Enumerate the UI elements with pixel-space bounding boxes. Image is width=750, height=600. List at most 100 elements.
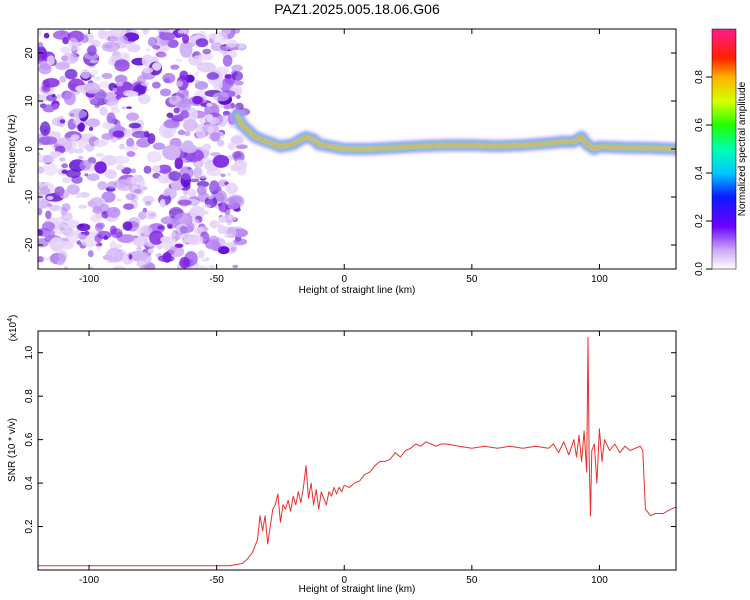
noise-speck bbox=[38, 136, 58, 145]
noise-speck bbox=[58, 250, 68, 261]
noise-speck bbox=[110, 107, 121, 114]
noise-speck bbox=[38, 229, 44, 237]
noise-speck bbox=[232, 264, 239, 269]
noise-speck bbox=[65, 229, 79, 244]
noise-speck bbox=[61, 211, 73, 221]
noise-speck bbox=[133, 235, 139, 239]
noise-speck bbox=[182, 45, 193, 52]
noise-speck bbox=[239, 43, 245, 49]
snr-series-line bbox=[38, 337, 676, 567]
noise-speck bbox=[38, 207, 43, 216]
noise-speck bbox=[166, 112, 174, 119]
noise-speck bbox=[59, 119, 66, 124]
noise-speck bbox=[94, 161, 107, 174]
noise-speck bbox=[201, 258, 208, 262]
noise-speck bbox=[62, 177, 71, 184]
y-tick-label: 0.2 bbox=[24, 519, 35, 533]
noise-speck bbox=[163, 119, 180, 129]
noise-speck bbox=[157, 244, 163, 250]
noise-speck bbox=[64, 68, 78, 80]
noise-speck bbox=[123, 203, 134, 210]
noise-speck bbox=[192, 95, 203, 105]
noise-speck bbox=[177, 199, 192, 206]
snr-panel: -100 -50 0 50 100 0.2 0.4 0.6 0.8 1.0 Height of … bbox=[7, 315, 677, 595]
colorbar-ticks: 0.0 0.2 0.4 0.6 0.8 bbox=[694, 70, 712, 276]
y-tick-label: 0.8 bbox=[24, 389, 35, 403]
noise-speck bbox=[101, 41, 120, 52]
noise-speck bbox=[42, 162, 58, 176]
noise-speck bbox=[51, 151, 62, 157]
noise-speck bbox=[159, 53, 168, 58]
noise-speck bbox=[41, 221, 56, 232]
noise-speck bbox=[152, 165, 161, 173]
noise-speck bbox=[137, 75, 147, 84]
noise-speck bbox=[59, 46, 71, 54]
noise-speck bbox=[75, 192, 82, 199]
noise-speck bbox=[59, 75, 67, 83]
noise-speck bbox=[232, 228, 249, 238]
noise-speck bbox=[38, 42, 44, 48]
signal-ridge bbox=[230, 108, 676, 156]
noise-speck bbox=[176, 99, 192, 113]
noise-speck bbox=[232, 29, 241, 34]
noise-speck bbox=[116, 179, 133, 192]
noise-speck bbox=[142, 67, 154, 74]
noise-speck bbox=[76, 223, 91, 232]
noise-speck bbox=[219, 45, 229, 55]
noise-speck bbox=[200, 102, 208, 108]
noise-speck bbox=[94, 234, 103, 243]
noise-speck bbox=[142, 207, 148, 213]
noise-speck bbox=[43, 32, 50, 39]
colorbar-tick-label: 0.4 bbox=[694, 166, 705, 180]
noise-speck bbox=[159, 88, 172, 97]
noise-speck bbox=[87, 250, 94, 258]
noise-speck bbox=[168, 245, 185, 258]
noise-speck bbox=[99, 80, 111, 89]
noise-speck bbox=[227, 201, 240, 210]
noise-speck bbox=[112, 87, 118, 93]
colorbar-tick-label: 0.8 bbox=[694, 70, 705, 84]
noise-speck bbox=[118, 143, 125, 150]
colorbar-tick-label: 0.0 bbox=[694, 262, 705, 276]
noise-speck bbox=[46, 55, 55, 66]
noise-speck bbox=[126, 112, 140, 122]
noise-speck bbox=[174, 157, 183, 170]
x-tick-label: -100 bbox=[79, 575, 99, 586]
noise-speck bbox=[52, 30, 71, 40]
noise-speck bbox=[110, 228, 123, 239]
y-tick-label: -10 bbox=[24, 189, 35, 204]
noise-speck bbox=[147, 133, 156, 144]
noise-speck bbox=[205, 239, 220, 250]
noise-speck bbox=[51, 103, 59, 110]
noise-speck bbox=[224, 74, 232, 80]
x-tick-label: 50 bbox=[466, 575, 478, 586]
noise-speck bbox=[196, 180, 210, 188]
noise-speck bbox=[125, 90, 139, 97]
noise-speck bbox=[84, 173, 89, 177]
noise-speck bbox=[202, 143, 212, 151]
noise-speck bbox=[38, 181, 42, 189]
noise-speck bbox=[182, 89, 189, 97]
noise-speck bbox=[110, 155, 130, 165]
noise-speck bbox=[130, 168, 136, 174]
noise-speck bbox=[208, 264, 216, 269]
noise-speck bbox=[83, 230, 90, 236]
noise-speck bbox=[149, 230, 164, 245]
noise-speck bbox=[63, 91, 76, 106]
noise-speck bbox=[113, 265, 126, 269]
noise-speck bbox=[103, 98, 109, 104]
noise-speck bbox=[202, 204, 212, 209]
ridge-band bbox=[236, 114, 676, 150]
noise-speck bbox=[192, 55, 203, 66]
noise-speck bbox=[105, 247, 124, 263]
noise-speck bbox=[126, 106, 133, 110]
noise-speck bbox=[187, 234, 204, 246]
noise-speck bbox=[38, 154, 56, 164]
noise-speck bbox=[198, 173, 207, 179]
noise-speck bbox=[176, 231, 182, 240]
colorbar: 0.0 0.2 0.4 0.6 0.8 Normalized spectral ampl… bbox=[694, 28, 748, 276]
noise-speck bbox=[225, 39, 238, 48]
noise-speck bbox=[174, 243, 184, 248]
noise-speck bbox=[126, 43, 141, 53]
